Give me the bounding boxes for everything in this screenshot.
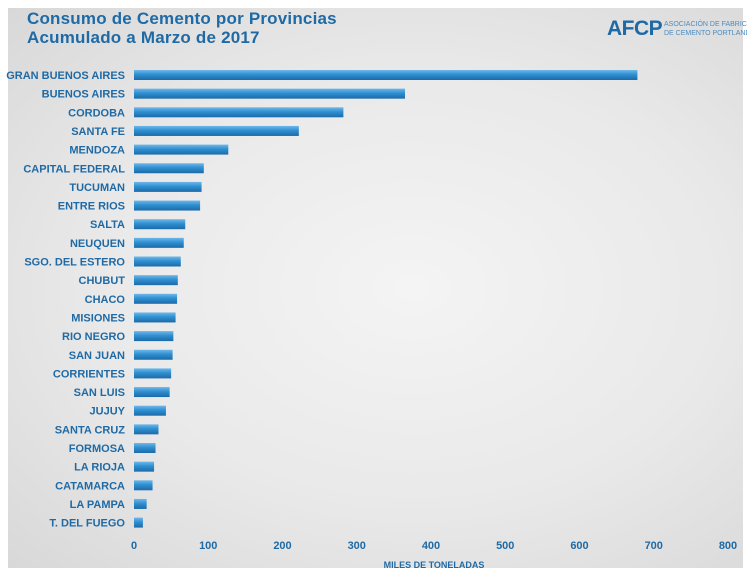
x-tick-label: 0	[131, 540, 137, 552]
category-label: LA RIOJA	[74, 462, 125, 474]
logo-mark: AFCP	[607, 17, 663, 40]
category-label: MISIONES	[71, 312, 125, 324]
logo-subtitle-line-1: ASOCIACIÓN DE FABRICANTES	[664, 21, 747, 28]
bar	[134, 331, 174, 342]
category-label: GRAN BUENOS AIRES	[6, 70, 125, 82]
category-label: SANTA FE	[71, 126, 125, 138]
bar	[134, 181, 202, 192]
x-tick-label: 400	[422, 540, 440, 552]
afcp-logo: AFCP ASOCIACIÓN DE FABRICANTES DE CEMENT…	[607, 18, 747, 40]
bar	[134, 387, 170, 398]
bar	[134, 200, 201, 211]
x-tick-label: 700	[645, 540, 663, 552]
chart-title: Consumo de Cemento por Provincias Acumul…	[27, 9, 337, 47]
bar	[134, 443, 156, 453]
x-axis-title: MILES DE TONELADAS	[384, 560, 485, 570]
bar	[134, 461, 155, 472]
bar	[134, 275, 178, 286]
category-label: CHUBUT	[79, 275, 126, 287]
bar	[134, 498, 147, 509]
chart-frame	[8, 8, 743, 568]
bar	[134, 293, 178, 304]
category-label: SALTA	[90, 219, 125, 231]
bar	[134, 125, 299, 136]
category-label: LA PAMPA	[70, 499, 125, 511]
category-label: CORRIENTES	[53, 368, 125, 380]
x-tick-label: 300	[348, 540, 366, 552]
bar	[134, 424, 159, 435]
x-tick-label: 500	[496, 540, 514, 552]
category-label: CORDOBA	[68, 107, 125, 119]
category-label: SAN LUIS	[74, 387, 125, 399]
bar	[134, 88, 406, 99]
logo-subtitle-line-2: DE CEMENTO PORTLAND	[664, 30, 747, 37]
category-label: CATAMARCA	[55, 480, 125, 492]
category-label: RIO NEGRO	[62, 331, 125, 343]
bar	[134, 144, 229, 155]
bar	[134, 349, 173, 360]
bar	[134, 219, 186, 230]
chart-title-line-2: Acumulado a Marzo de 2017	[27, 28, 260, 47]
category-label: JUJUY	[90, 406, 126, 418]
category-label: SANTA CRUZ	[55, 424, 126, 436]
x-tick-label: 600	[570, 540, 588, 552]
category-label: T. DEL FUEGO	[49, 518, 125, 530]
bar	[134, 107, 344, 118]
category-label: SGO. DEL ESTERO	[24, 257, 125, 269]
bar	[134, 312, 176, 323]
category-label: TUCUMAN	[69, 182, 125, 194]
category-label: FORMOSA	[69, 443, 125, 455]
category-label: CHACO	[85, 294, 126, 306]
category-label: ENTRE RIOS	[58, 201, 125, 213]
category-label: SAN JUAN	[69, 350, 125, 362]
bar	[134, 517, 143, 528]
category-label: BUENOS AIRES	[42, 89, 125, 101]
x-tick-label: 800	[719, 540, 737, 552]
category-label: NEUQUEN	[70, 238, 125, 250]
bar	[134, 237, 184, 248]
bar	[134, 70, 638, 80]
chart-title-line-1: Consumo de Cemento por Provincias	[27, 9, 337, 28]
bar	[134, 480, 153, 491]
category-label: CAPITAL FEDERAL	[23, 163, 125, 175]
logo-subtitle: ASOCIACIÓN DE FABRICANTES DE CEMENTO POR…	[664, 20, 747, 38]
bar	[134, 405, 166, 416]
category-label: MENDOZA	[69, 145, 125, 157]
bar	[134, 368, 172, 379]
x-tick-label: 200	[273, 540, 291, 552]
bar	[134, 256, 181, 267]
bar	[134, 163, 204, 174]
x-tick-label: 100	[199, 540, 217, 552]
